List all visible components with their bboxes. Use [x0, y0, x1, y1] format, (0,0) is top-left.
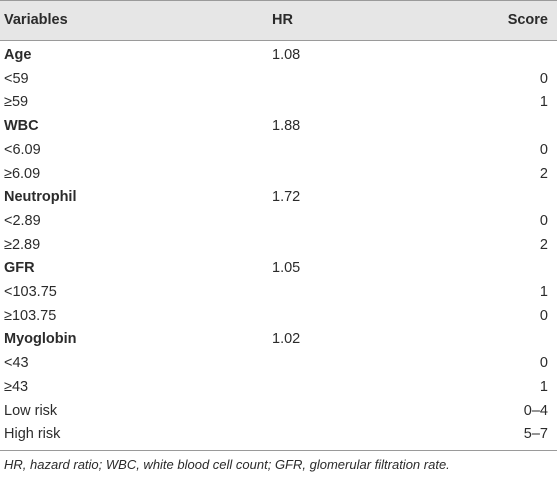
score-value: 1	[539, 284, 548, 300]
score-value: 0	[539, 355, 548, 372]
hr-value: 1.88	[272, 118, 301, 135]
footnote: HR, hazard ratio; WBC, white blood cell …	[4, 457, 450, 472]
score-value: 0	[539, 307, 548, 324]
header-cell: Variables	[4, 12, 68, 28]
row-label: <6.09	[4, 141, 41, 158]
hr-value: 1.02	[272, 331, 301, 348]
row-label: GFR	[4, 260, 35, 277]
row-label: ≥6.09	[4, 165, 41, 182]
row-label: <59	[4, 70, 29, 87]
score-value: 0	[539, 212, 548, 229]
row-label: <103.75	[4, 284, 57, 300]
row-label: ≥2.89	[4, 236, 41, 253]
header-band	[0, 0, 557, 40]
score-value: 0–4	[523, 402, 548, 419]
score-value: 1	[539, 94, 548, 111]
header-rule	[0, 40, 557, 41]
row-label: ≥103.75	[4, 307, 57, 324]
row-label: <2.89	[4, 212, 41, 229]
bottom-rule	[0, 449, 557, 451]
header-cell: Score	[507, 12, 548, 28]
row-label: Neutrophil	[4, 189, 77, 206]
score-value: 0	[539, 141, 548, 158]
score-value: 2	[539, 165, 548, 182]
score-value: 5–7	[523, 426, 548, 443]
hr-value: 1.08	[272, 47, 301, 63]
row-label: High risk	[4, 426, 61, 443]
row-label: ≥43	[4, 378, 29, 395]
row-label: Age	[4, 47, 32, 63]
row-label: <43	[4, 355, 29, 372]
score-value: 1	[539, 378, 548, 395]
score-value: 2	[539, 236, 548, 253]
hr-value: 1.05	[272, 260, 301, 277]
row-label: Myoglobin	[4, 331, 77, 348]
row-label: ≥59	[4, 94, 29, 111]
row-label: WBC	[4, 118, 39, 135]
score-value: 0	[539, 70, 548, 87]
row-label: Low risk	[4, 402, 58, 419]
hr-value: 1.72	[272, 189, 301, 206]
header-cell: HR	[272, 12, 293, 28]
